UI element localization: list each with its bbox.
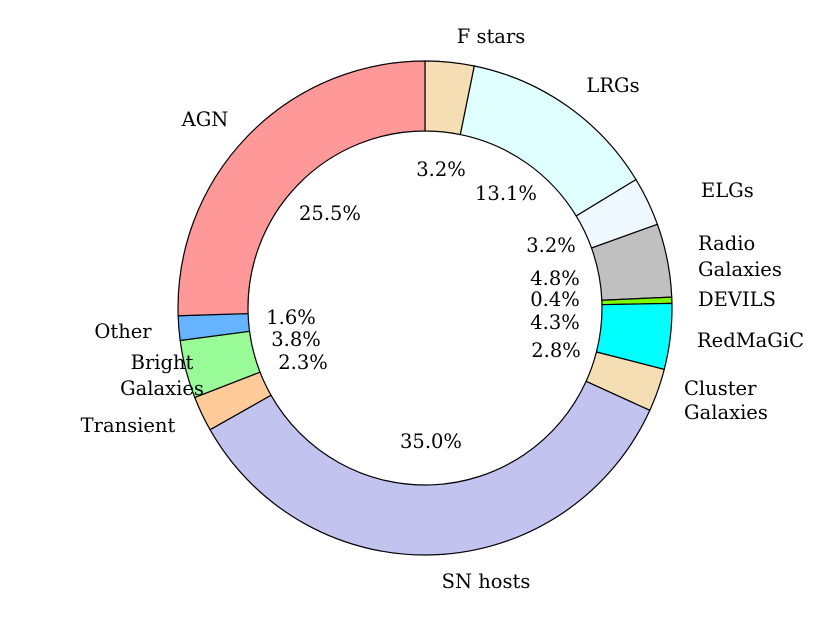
- pct-label-other: 1.6%: [266, 306, 316, 329]
- slices-group: [177, 60, 673, 556]
- pct-label-lrgs: 13.1%: [475, 182, 537, 205]
- category-label-transient: Transient: [81, 414, 176, 437]
- category-label-f-stars: F stars: [457, 25, 526, 48]
- slice-sn-hosts: [209, 380, 651, 556]
- pct-label-agn: 25.5%: [299, 202, 361, 225]
- category-label-agn: AGN: [181, 108, 229, 131]
- slice-agn: [177, 60, 426, 317]
- category-labels-group: F stars LRGs ELGs Radio Galaxies DEVILS RedMaG…: [81, 25, 804, 593]
- category-label-elgs: ELGs: [701, 179, 754, 202]
- category-label-bright-galaxies: Bright Galaxies: [120, 351, 204, 400]
- pct-label-devils: 0.4%: [530, 288, 580, 311]
- pct-label-bright-galaxies: 3.8%: [271, 328, 321, 351]
- pct-label-f-stars: 3.2%: [416, 158, 466, 181]
- category-label-redmagic: RedMaGiC: [697, 329, 804, 352]
- pct-label-radio-galaxies: 4.8%: [530, 267, 580, 290]
- pct-label-sn-hosts: 35.0%: [400, 430, 462, 453]
- category-label-sn-hosts: SN hosts: [442, 570, 531, 593]
- pct-label-elgs: 3.2%: [526, 234, 576, 257]
- pct-label-cluster-galaxies: 2.8%: [531, 339, 581, 362]
- category-label-other: Other: [94, 320, 152, 343]
- category-label-lrgs: LRGs: [586, 74, 639, 97]
- category-label-radio-galaxies: Radio Galaxies: [698, 232, 782, 281]
- pct-label-transient: 2.3%: [278, 351, 328, 374]
- pct-label-redmagic: 4.3%: [530, 311, 580, 334]
- percent-labels-group: 3.2% 13.1% 3.2% 4.8%0.4%4.3% 2.8% 35.0% 2.3%3.…: [266, 158, 581, 453]
- category-label-devils: DEVILS: [698, 288, 776, 311]
- category-label-cluster-galaxies: Cluster Galaxies: [684, 377, 768, 424]
